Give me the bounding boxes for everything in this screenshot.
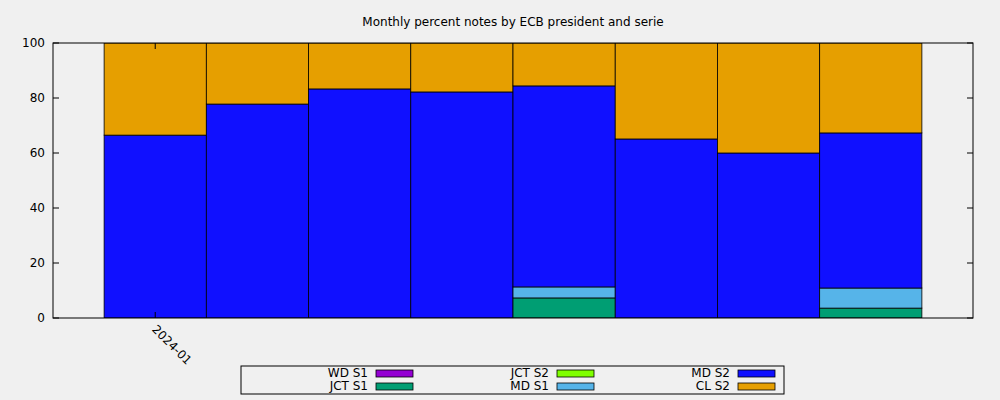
legend-label: JCT S1 (329, 379, 368, 393)
y-tick (53, 153, 59, 154)
legend-swatch (557, 370, 594, 377)
legend-swatch (738, 383, 775, 390)
bar-segment (513, 86, 615, 287)
y-tick-label: 100 (22, 36, 45, 50)
bar-segment (513, 298, 615, 318)
bar-segment (206, 43, 308, 104)
bar-segment (309, 89, 411, 318)
bar-segment (513, 43, 615, 86)
bar-segment (717, 153, 819, 318)
bar-segment (513, 287, 615, 298)
legend-label: MD S2 (691, 366, 730, 380)
bar-segment (206, 104, 308, 318)
bar-segment (411, 43, 513, 92)
plot-frame (53, 43, 973, 318)
bar-segment (820, 133, 922, 288)
title: Monthly percent notes by ECB president a… (362, 15, 663, 29)
bar-segment (615, 43, 717, 139)
x-tick (155, 312, 156, 318)
bar-segment (820, 308, 922, 318)
y-tick (53, 98, 59, 99)
legend-label: WD S1 (328, 366, 368, 380)
bar-segment (615, 139, 717, 318)
y-tick-label: 20 (30, 256, 45, 270)
x-tick-label: 2024-01 (149, 322, 194, 367)
bar-segment (820, 43, 922, 133)
chart: Monthly percent notes by ECB president a… (0, 0, 1000, 400)
legend-swatch (557, 383, 594, 390)
y-tick-label: 40 (30, 201, 45, 215)
y-tick (967, 153, 973, 154)
y-tick (53, 208, 59, 209)
legend-swatch (376, 370, 413, 377)
y-tick (967, 263, 973, 264)
y-tick (53, 263, 59, 264)
bar-segment (309, 43, 411, 89)
bar-segment (104, 135, 206, 318)
x-tick (155, 43, 156, 49)
legend-label: JCT S2 (510, 366, 549, 380)
legend-box (241, 366, 784, 394)
y-tick (53, 43, 59, 44)
bar-segment (717, 43, 819, 153)
y-tick (967, 208, 973, 209)
y-tick (967, 98, 973, 99)
legend-label: MD S1 (510, 379, 549, 393)
y-tick-label: 0 (37, 311, 45, 325)
y-tick (967, 43, 973, 44)
y-tick-label: 60 (30, 146, 45, 160)
bar-segment (411, 92, 513, 318)
y-tick (53, 318, 59, 319)
bar-segment (104, 43, 206, 135)
legend-swatch (738, 370, 775, 377)
background (0, 0, 1000, 400)
legend-swatch (376, 383, 413, 390)
legend-label: CL S2 (696, 379, 730, 393)
y-tick (967, 318, 973, 319)
bar-segment (820, 288, 922, 308)
y-tick-label: 80 (30, 91, 45, 105)
bars (104, 43, 922, 318)
